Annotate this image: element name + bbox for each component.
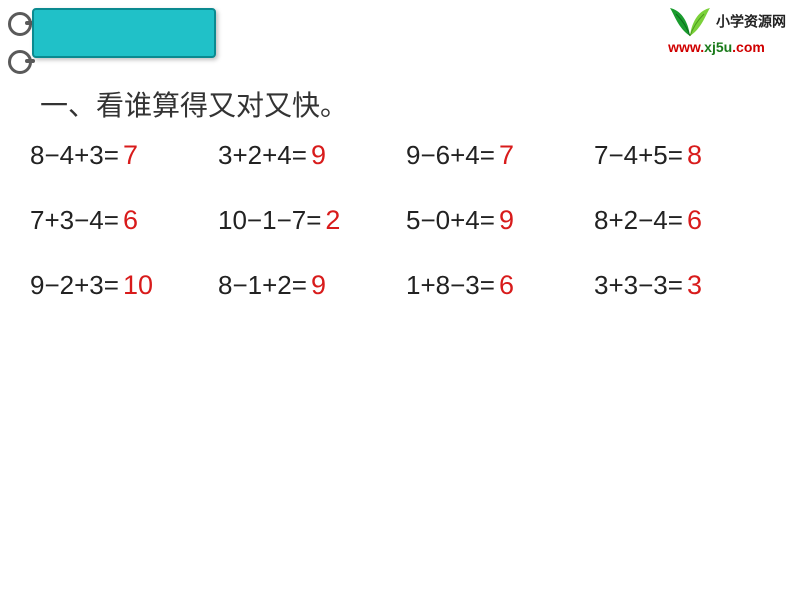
expression: 8+2−4=: [594, 205, 683, 236]
problem-cell: 9−2+3=10: [30, 270, 218, 301]
problem-cell: 9−6+4=7: [406, 140, 594, 171]
title-tab: [32, 8, 216, 58]
expression: 8−1+2=: [218, 270, 307, 301]
expression: 7−4+5=: [594, 140, 683, 171]
binder-ring: [8, 50, 32, 74]
answer: 8: [687, 140, 702, 171]
problem-cell: 8−1+2=9: [218, 270, 406, 301]
answer: 9: [499, 205, 514, 236]
problem-cell: 3+3−3=3: [594, 270, 782, 301]
expression: 8−4+3=: [30, 140, 119, 171]
problem-row: 9−2+3=10 8−1+2=9 1+8−3=6 3+3−3=3: [30, 270, 770, 301]
expression: 7+3−4=: [30, 205, 119, 236]
answer: 9: [311, 140, 326, 171]
logo-url: www.xj5u.com: [668, 39, 765, 55]
expression: 5−0+4=: [406, 205, 495, 236]
expression: 10−1−7=: [218, 205, 321, 236]
logo-text-cn: 小学资源网: [716, 14, 786, 30]
answer: 2: [325, 205, 340, 236]
answer: 6: [123, 205, 138, 236]
section-heading: 一、看谁算得又对又快。: [40, 84, 348, 124]
notebook-binder: [8, 12, 32, 74]
problem-row: 8−4+3=7 3+2+4=9 9−6+4=7 7−4+5=8: [30, 140, 770, 171]
problem-cell: 1+8−3=6: [406, 270, 594, 301]
problem-cell: 8−4+3=7: [30, 140, 218, 171]
answer: 3: [687, 270, 702, 301]
answer: 9: [311, 270, 326, 301]
problem-cell: 7−4+5=8: [594, 140, 782, 171]
answer: 7: [499, 140, 514, 171]
expression: 3+3−3=: [594, 270, 683, 301]
problem-cell: 5−0+4=9: [406, 205, 594, 236]
binder-ring: [8, 12, 32, 36]
expression: 9−6+4=: [406, 140, 495, 171]
problem-cell: 3+2+4=9: [218, 140, 406, 171]
problem-cell: 7+3−4=6: [30, 205, 218, 236]
answer: 10: [123, 270, 153, 301]
answer: 7: [123, 140, 138, 171]
answer: 6: [687, 205, 702, 236]
problems-grid: 8−4+3=7 3+2+4=9 9−6+4=7 7−4+5=8 7+3−4=6 …: [30, 140, 770, 335]
leaf-icon: [668, 6, 712, 40]
problem-cell: 8+2−4=6: [594, 205, 782, 236]
expression: 3+2+4=: [218, 140, 307, 171]
answer: 6: [499, 270, 514, 301]
expression: 9−2+3=: [30, 270, 119, 301]
expression: 1+8−3=: [406, 270, 495, 301]
problem-row: 7+3−4=6 10−1−7=2 5−0+4=9 8+2−4=6: [30, 205, 770, 236]
site-logo: 小学资源网 www.xj5u.com: [668, 6, 786, 55]
problem-cell: 10−1−7=2: [218, 205, 406, 236]
